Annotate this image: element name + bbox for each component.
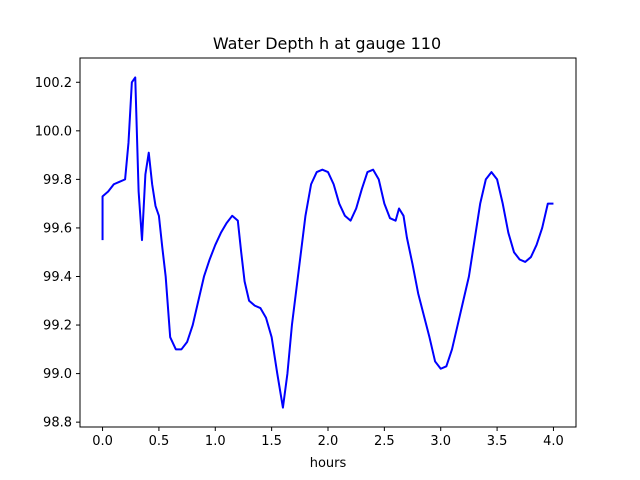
- y-tick-label: 99.8: [43, 173, 72, 188]
- x-tick-label: 4.0: [543, 434, 564, 449]
- y-axis: 98.8 99.0 99.2 99.4 99.6 99.8 100.0 100.2: [35, 76, 80, 431]
- x-tick-label: 0.5: [149, 434, 170, 449]
- y-tick-label: 99.2: [43, 319, 72, 334]
- x-tick-label: 2.5: [374, 434, 395, 449]
- y-tick-label: 98.8: [43, 416, 72, 431]
- x-axis-label: hours: [310, 456, 347, 471]
- x-tick-label: 3.5: [487, 434, 508, 449]
- y-tick-label: 99.4: [43, 270, 72, 285]
- chart-title: Water Depth h at gauge 110: [213, 34, 441, 53]
- y-tick-label: 100.2: [35, 76, 72, 91]
- x-axis: 0.0 0.5 1.0 1.5 2.0 2.5 3.0 3.5 4.0: [92, 427, 564, 449]
- x-tick-label: 1.5: [261, 434, 282, 449]
- x-tick-label: 1.0: [205, 434, 226, 449]
- y-tick-label: 99.6: [43, 221, 72, 236]
- plot-area: [101, 76, 554, 409]
- y-tick-label: 100.0: [35, 124, 72, 139]
- series-line-0: [101, 76, 554, 409]
- x-tick-label: 3.0: [430, 434, 451, 449]
- x-tick-label: 2.0: [318, 434, 339, 449]
- plot-frame: [79, 57, 577, 428]
- x-tick-label: 0.0: [92, 434, 113, 449]
- y-tick-label: 99.0: [43, 367, 72, 382]
